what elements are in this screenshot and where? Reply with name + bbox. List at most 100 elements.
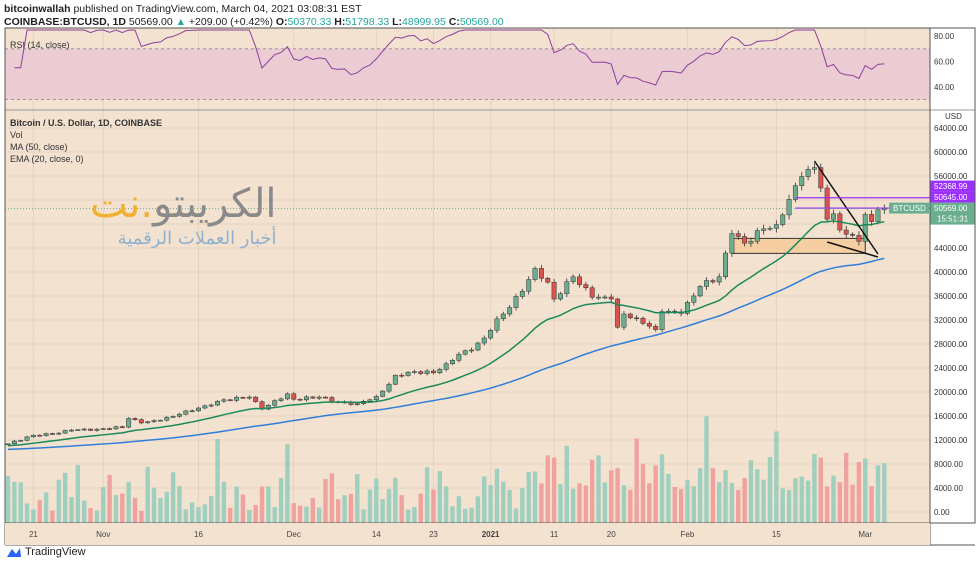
volume-bar [640, 463, 646, 523]
volume-bar [463, 508, 468, 523]
candle-body [253, 396, 259, 402]
time-tick-label: 20 [607, 530, 616, 539]
volume-bar [50, 510, 55, 523]
candle-body [157, 419, 163, 422]
candle-body [805, 169, 811, 177]
volume-bar [278, 478, 284, 523]
candle-body [50, 433, 55, 435]
volume-bar [850, 484, 855, 523]
candle-body [570, 276, 576, 282]
time-axis[interactable] [5, 523, 930, 545]
volume-bar [570, 488, 576, 523]
candle-body [780, 214, 786, 225]
volume-bar [742, 478, 747, 523]
candle-body [742, 236, 748, 244]
candle-body [119, 426, 125, 428]
volume-bar [615, 468, 620, 523]
volume-bar [316, 507, 322, 523]
volume-bar [609, 470, 614, 523]
volume-bar [56, 479, 61, 523]
up-arrow-icon: ▲ [175, 16, 186, 28]
candle-body [685, 302, 690, 314]
candle-body [18, 440, 24, 442]
price-tick-label: 56000.00 [934, 172, 968, 181]
volume-bar [386, 489, 392, 523]
volume-bar [412, 506, 417, 523]
volume-bar [120, 493, 125, 523]
chart-title: Bitcoin / U.S. Dollar, 1D, COINBASE [10, 118, 162, 128]
ema-legend: EMA (20, close, 0) [10, 154, 84, 164]
candle-body [81, 428, 87, 431]
volume-bar [126, 482, 131, 523]
candle-body [545, 277, 551, 283]
volume-bar [596, 455, 601, 523]
candle-body [88, 428, 93, 431]
candle-body [5, 443, 11, 446]
candle-body [418, 371, 424, 374]
last-price-label: 50569.00 [934, 204, 968, 213]
price-tick-label: 8000.00 [934, 460, 963, 469]
candle-body [138, 419, 144, 424]
volume-bar [253, 505, 258, 523]
time-tick-label: Dec [287, 530, 301, 539]
volume-bar [824, 486, 830, 523]
candle-body [221, 399, 227, 402]
volume-bar [653, 465, 658, 523]
volume-bar [602, 482, 608, 523]
last-price: 50569.00 [128, 16, 173, 28]
rsi-legend: RSI (14, close) [10, 40, 70, 50]
volume-bar [336, 499, 341, 523]
candle-body [488, 330, 494, 339]
volume-bar [812, 454, 817, 523]
candle-body [145, 421, 151, 424]
volume-bar [844, 452, 849, 523]
volume-bar [469, 507, 474, 523]
volume-bar [418, 493, 423, 523]
tradingview-logo[interactable]: TradingView [6, 546, 86, 558]
price-tick-label: 4000.00 [934, 484, 963, 493]
volume-bar [780, 488, 785, 523]
ema20-line [7, 220, 885, 447]
candle-body [164, 417, 170, 421]
volume-bar [342, 495, 347, 523]
rsi-line [14, 29, 885, 86]
volume-bar [139, 510, 144, 523]
o-label: O: [275, 16, 288, 28]
candle-body [583, 284, 589, 289]
candle-body [354, 403, 360, 405]
candle-body [786, 199, 792, 216]
currency-label: USD [945, 112, 962, 121]
candle-body [513, 296, 519, 308]
volume-bar [723, 470, 728, 523]
volume-bar [170, 472, 176, 523]
time-tick-label: 21 [29, 530, 38, 539]
candle-body [304, 396, 309, 401]
volume-bar [221, 481, 227, 523]
price-tick-label: 12000.00 [934, 436, 968, 445]
volume-bar [393, 477, 398, 523]
volume-bar [672, 486, 677, 523]
volume-bar [196, 507, 201, 523]
volume-bar [62, 472, 68, 523]
candle-body [329, 397, 335, 402]
candle-body [792, 185, 798, 200]
volume-bar [285, 444, 290, 523]
rsi-tick-label: 80.00 [934, 32, 955, 41]
volume-bar [82, 500, 87, 523]
author[interactable]: bitcoinwallah [4, 3, 71, 15]
candle-body [824, 187, 830, 220]
volume-bar [520, 488, 525, 523]
volume-bar [18, 482, 23, 523]
volume-bar [37, 500, 42, 523]
candle-body [405, 371, 411, 376]
candle-body [11, 440, 17, 445]
volume-bar [424, 467, 430, 523]
candle-body [875, 209, 881, 222]
volume-bar [247, 509, 252, 523]
volume-bar [697, 468, 703, 523]
candle-body [729, 233, 735, 254]
ma50-line [7, 257, 885, 451]
volume-bar [767, 457, 773, 523]
candle-body [507, 307, 513, 315]
